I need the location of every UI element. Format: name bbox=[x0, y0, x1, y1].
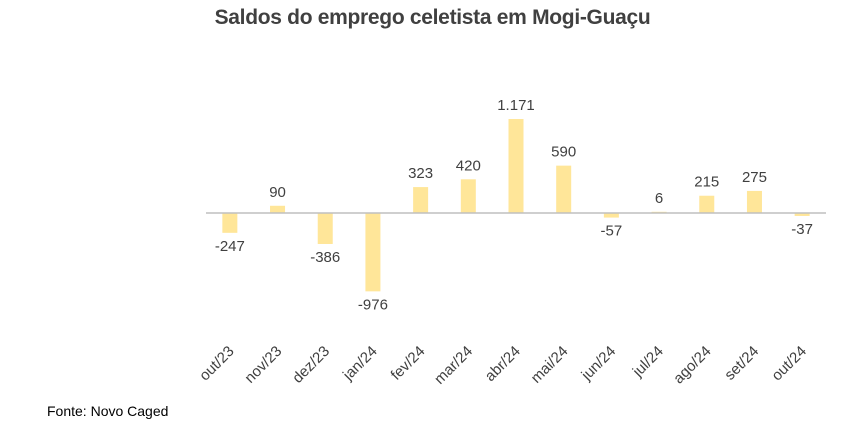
bar-dez-23 bbox=[317, 213, 333, 244]
tick-label-ago-24: ago/24 bbox=[670, 343, 714, 387]
bar-jun-24 bbox=[603, 213, 619, 218]
data-labels-layer: -247 90 -386 -976 323 420 1.171 590 -57 6 215 275 -3… bbox=[215, 97, 813, 313]
bar-nov-23 bbox=[270, 205, 286, 213]
data-label-jul-24: 6 bbox=[655, 190, 663, 207]
bar-out-23 bbox=[222, 213, 238, 233]
data-label-ago-24: 215 bbox=[694, 174, 719, 191]
x-axis-tick-labels: out/23 nov/23 dez/23 jan/24 fev/24 mar/24 abr/… bbox=[196, 343, 810, 388]
bar-mar-24 bbox=[460, 179, 476, 213]
bar-abr-24 bbox=[508, 119, 524, 213]
data-label-jun-24: -57 bbox=[601, 223, 623, 240]
bars-layer bbox=[222, 119, 810, 292]
tick-label-abr-24: abr/24 bbox=[482, 343, 524, 385]
chart-title: Saldos do emprego celetista em Mogi-Guaç… bbox=[214, 6, 651, 29]
data-label-out-23: -247 bbox=[215, 238, 245, 255]
tick-label-set-24: set/24 bbox=[721, 343, 762, 384]
tick-label-mar-24: mar/24 bbox=[431, 343, 476, 388]
data-label-nov-23: 90 bbox=[269, 184, 286, 201]
tick-label-jul-24: jul/24 bbox=[629, 343, 667, 381]
bar-ago-24 bbox=[699, 195, 715, 213]
bar-fev-24 bbox=[413, 187, 429, 213]
data-label-out-24: -37 bbox=[791, 221, 813, 238]
tick-label-dez-23: dez/23 bbox=[289, 343, 333, 387]
data-label-mai-24: 590 bbox=[551, 144, 576, 161]
bar-out-24 bbox=[794, 213, 810, 216]
data-label-abr-24: 1.171 bbox=[497, 97, 535, 114]
data-label-set-24: 275 bbox=[742, 169, 767, 186]
bar-jan-24 bbox=[365, 213, 381, 292]
data-label-fev-24: 323 bbox=[408, 165, 433, 182]
data-label-jan-24: -976 bbox=[358, 296, 388, 313]
tick-label-mai-24: mai/24 bbox=[528, 343, 572, 387]
bar-mai-24 bbox=[556, 165, 572, 213]
source-note: Fonte: Novo Caged bbox=[47, 403, 169, 419]
tick-label-fev-24: fev/24 bbox=[388, 343, 429, 384]
tick-label-nov-23: nov/23 bbox=[241, 343, 285, 387]
tick-label-out-24: out/24 bbox=[768, 343, 810, 385]
data-label-mar-24: 420 bbox=[456, 157, 481, 174]
tick-label-jan-24: jan/24 bbox=[339, 343, 381, 385]
tick-label-jun-24: jun/24 bbox=[578, 343, 620, 385]
data-label-dez-23: -386 bbox=[310, 249, 340, 266]
bar-set-24 bbox=[746, 190, 762, 213]
tick-label-out-23: out/23 bbox=[196, 343, 238, 385]
